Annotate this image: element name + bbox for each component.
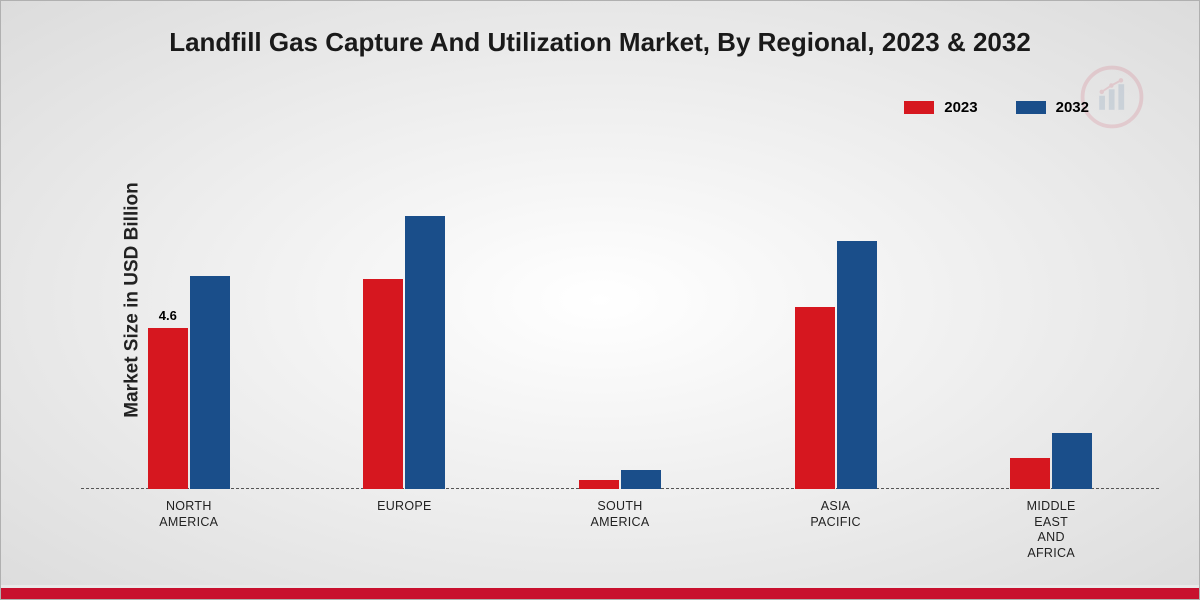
bar-eu-2023 — [363, 279, 403, 489]
chart-container: Landfill Gas Capture And Utilization Mar… — [0, 0, 1200, 600]
x-label-mea: MIDDLE EAST AND AFRICA — [991, 499, 1111, 569]
footer-accent-bar — [1, 585, 1199, 599]
bar-na-2023: 4.6 — [148, 328, 188, 489]
bar-na-2032 — [190, 276, 230, 490]
legend-swatch-2023 — [904, 101, 934, 114]
watermark-icon — [1077, 65, 1147, 129]
legend-label-2032: 2032 — [1056, 99, 1089, 116]
bar-group-na: 4.6 — [148, 276, 230, 490]
bar-value-label: 4.6 — [159, 308, 177, 323]
x-label-ap: ASIA PACIFIC — [776, 499, 896, 569]
bar-groups: 4.6 — [81, 141, 1159, 489]
bar-eu-2032 — [405, 216, 445, 489]
x-label-na: NORTH AMERICA — [129, 499, 249, 569]
bar-ap-2023 — [795, 307, 835, 489]
bar-group-mea — [1010, 433, 1092, 489]
x-label-sa: SOUTH AMERICA — [560, 499, 680, 569]
bar-group-eu — [363, 216, 445, 489]
legend-swatch-2032 — [1016, 101, 1046, 114]
x-axis-labels: NORTH AMERICA EUROPE SOUTH AMERICA ASIA PAC… — [81, 499, 1159, 569]
plot-area: 4.6 — [81, 141, 1159, 489]
bar-sa-2023 — [579, 480, 619, 489]
chart-title: Landfill Gas Capture And Utilization Mar… — [1, 27, 1199, 58]
legend-label-2023: 2023 — [944, 99, 977, 116]
legend-item-2032: 2032 — [1016, 99, 1089, 116]
bar-sa-2032 — [621, 470, 661, 489]
bar-mea-2032 — [1052, 433, 1092, 489]
legend-item-2023: 2023 — [904, 99, 977, 116]
x-label-eu: EUROPE — [344, 499, 464, 569]
bar-group-ap — [795, 241, 877, 490]
legend: 2023 2032 — [904, 99, 1089, 116]
bar-ap-2032 — [837, 241, 877, 490]
bar-group-sa — [579, 470, 661, 489]
bar-mea-2023 — [1010, 458, 1050, 490]
